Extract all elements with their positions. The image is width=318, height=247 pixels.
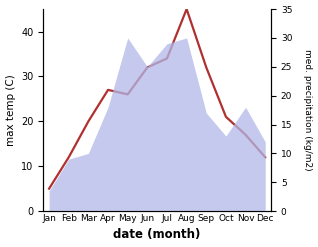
X-axis label: date (month): date (month) — [114, 228, 201, 242]
Y-axis label: med. precipitation (kg/m2): med. precipitation (kg/m2) — [303, 49, 313, 171]
Y-axis label: max temp (C): max temp (C) — [5, 74, 16, 146]
